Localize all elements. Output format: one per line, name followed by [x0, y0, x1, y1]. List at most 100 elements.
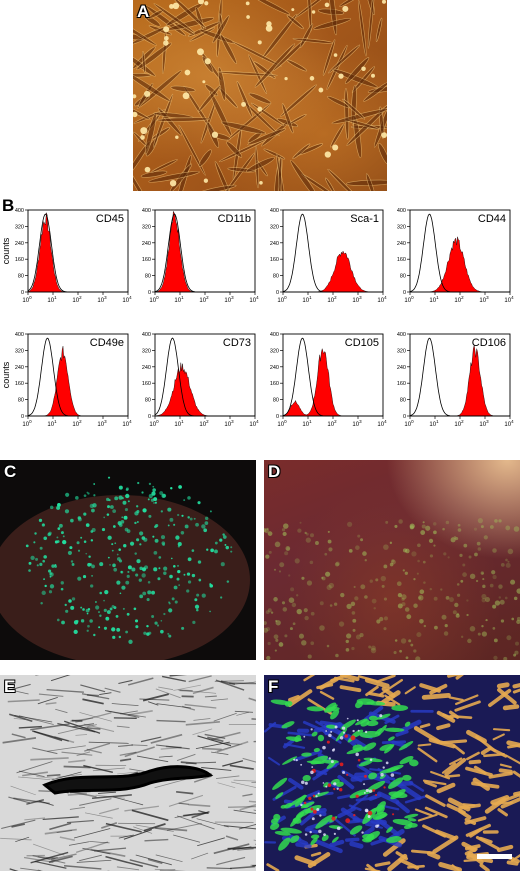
x-tick-label: 103: [479, 419, 489, 428]
control-histogram-outline: [409, 337, 510, 417]
x-tick-label: 101: [174, 419, 184, 428]
x-tick-label: 103: [97, 419, 107, 428]
fiber-stain-image: [0, 675, 256, 871]
x-tick-label: 102: [327, 419, 337, 428]
y-tick-label: 240: [270, 365, 279, 371]
histogram-grid: 0 80 160 240 320 400 100 101 102 103 104 CD45 counts…: [1, 208, 514, 428]
marker-label: CD73: [223, 337, 251, 349]
x-tick-label: 103: [224, 295, 234, 304]
y-tick-label: 160: [397, 381, 406, 387]
y-tick-label: 160: [142, 381, 151, 387]
x-tick-label: 102: [327, 295, 337, 304]
scale-bar: [477, 854, 512, 859]
histogram-cd11b: 0 80 160 240 320 400 100 101 102 103 104 CD11b: [142, 208, 259, 304]
y-tick-label: 320: [15, 348, 24, 354]
y-tick-label: 0: [276, 290, 279, 296]
y-tick-label: 240: [142, 241, 151, 247]
marker-label: CD44: [478, 213, 506, 225]
x-tick-label: 101: [429, 295, 439, 304]
x-tick-label: 100: [404, 419, 414, 428]
x-tick-label: 103: [224, 419, 234, 428]
y-tick-label: 160: [270, 257, 279, 263]
y-tick-label: 0: [21, 414, 24, 420]
x-tick-label: 102: [72, 419, 82, 428]
x-tick-label: 103: [352, 419, 362, 428]
y-tick-label: 0: [148, 290, 151, 296]
y-tick-label: 320: [397, 348, 406, 354]
histogram-sca-1: 0 80 160 240 320 400 100 101 102 103 104 Sca-1: [270, 208, 387, 304]
x-tick-label: 100: [404, 295, 414, 304]
sample-histogram-fill: [283, 250, 383, 293]
y-tick-label: 400: [142, 208, 151, 214]
y-tick-label: 0: [276, 414, 279, 420]
x-tick-label: 104: [122, 295, 132, 304]
x-tick-label: 102: [199, 295, 209, 304]
x-tick-label: 101: [302, 295, 312, 304]
y-tick-label: 400: [142, 332, 151, 338]
y-tick-label: 400: [270, 332, 279, 338]
panel-c-fluorescence: C: [0, 460, 256, 660]
multichannel-fluorescence-image: [264, 675, 520, 871]
x-tick-label: 101: [47, 419, 57, 428]
marker-label: CD49e: [90, 337, 124, 349]
panel-e-histology: E: [0, 675, 256, 871]
x-tick-label: 104: [122, 419, 132, 428]
x-tick-label: 104: [377, 295, 387, 304]
panel-b-flow-cytometry: B 0 80 160 240 320 400 100 101 102 103 104 CD45 coun…: [0, 196, 520, 444]
y-tick-label: 80: [145, 398, 151, 404]
panel-c-label: C: [4, 462, 17, 481]
dark-stained-vessel: [42, 765, 214, 795]
marker-label: CD105: [345, 337, 379, 349]
y-tick-label: 80: [400, 274, 406, 280]
y-tick-label: 320: [270, 348, 279, 354]
y-tick-label: 320: [15, 224, 24, 230]
marker-label: CD11b: [218, 213, 251, 225]
histogram-cd73: 0 80 160 240 320 400 100 101 102 103 104 CD73: [142, 332, 259, 428]
panel-d-fluorescence: D: [264, 460, 520, 660]
x-tick-label: 102: [454, 295, 464, 304]
y-tick-label: 160: [270, 381, 279, 387]
y-tick-label: 160: [142, 257, 151, 263]
x-tick-label: 100: [22, 419, 32, 428]
gfp-fluorescence-image: [0, 476, 250, 660]
plot-frame: [282, 209, 384, 293]
y-tick-label: 400: [397, 332, 406, 338]
y-tick-label: 400: [270, 208, 279, 214]
x-tick-label: 103: [97, 295, 107, 304]
y-tick-label: 320: [142, 348, 151, 354]
y-tick-label: 80: [18, 274, 24, 280]
y-tick-label: 0: [403, 414, 406, 420]
plot-frame: [27, 209, 129, 293]
panel-f-label: F: [268, 677, 279, 696]
x-tick-label: 103: [352, 295, 362, 304]
histogram-cd105: 0 80 160 240 320 400 100 101 102 103 104 CD105: [270, 332, 387, 428]
tissue-fluorescence-image: [264, 518, 520, 660]
marker-label: CD45: [96, 213, 124, 225]
x-tick-label: 102: [199, 419, 209, 428]
plot-frame: [409, 209, 511, 293]
marker-label: Sca-1: [350, 213, 379, 225]
y-tick-label: 400: [397, 208, 406, 214]
y-tick-label: 0: [148, 414, 151, 420]
y-tick-label: 80: [18, 398, 24, 404]
y-tick-label: 0: [403, 290, 406, 296]
panel-a-label: A: [137, 2, 150, 21]
y-axis-label: counts: [1, 361, 11, 388]
x-tick-label: 100: [22, 295, 32, 304]
x-tick-label: 103: [479, 295, 489, 304]
x-tick-label: 102: [454, 419, 464, 428]
x-tick-label: 101: [429, 419, 439, 428]
x-tick-label: 101: [47, 295, 57, 304]
control-histogram-outline: [27, 337, 128, 417]
y-tick-label: 240: [15, 241, 24, 247]
y-tick-label: 160: [15, 381, 24, 387]
x-tick-label: 104: [249, 419, 259, 428]
panel-d-label: D: [268, 462, 281, 481]
panel-f-immunofluorescence: F: [264, 675, 520, 871]
y-tick-label: 320: [397, 224, 406, 230]
panel-b-label: B: [2, 196, 15, 215]
plot-frame: [154, 209, 256, 293]
histogram-cd45: 0 80 160 240 320 400 100 101 102 103 104 CD45 counts: [1, 208, 132, 304]
x-tick-label: 100: [149, 419, 159, 428]
histogram-cd106: 0 80 160 240 320 400 100 101 102 103 104 CD106: [397, 332, 514, 428]
